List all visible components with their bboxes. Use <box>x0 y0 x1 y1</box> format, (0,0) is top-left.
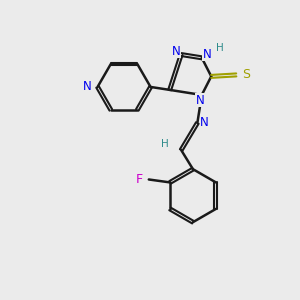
Text: N: N <box>203 48 212 61</box>
Text: F: F <box>136 173 143 186</box>
Text: H: H <box>161 139 169 148</box>
Text: H: H <box>216 43 224 52</box>
Text: S: S <box>243 68 250 81</box>
Text: N: N <box>196 94 205 107</box>
Text: N: N <box>83 80 92 93</box>
Text: N: N <box>172 44 180 58</box>
Text: N: N <box>200 116 209 129</box>
